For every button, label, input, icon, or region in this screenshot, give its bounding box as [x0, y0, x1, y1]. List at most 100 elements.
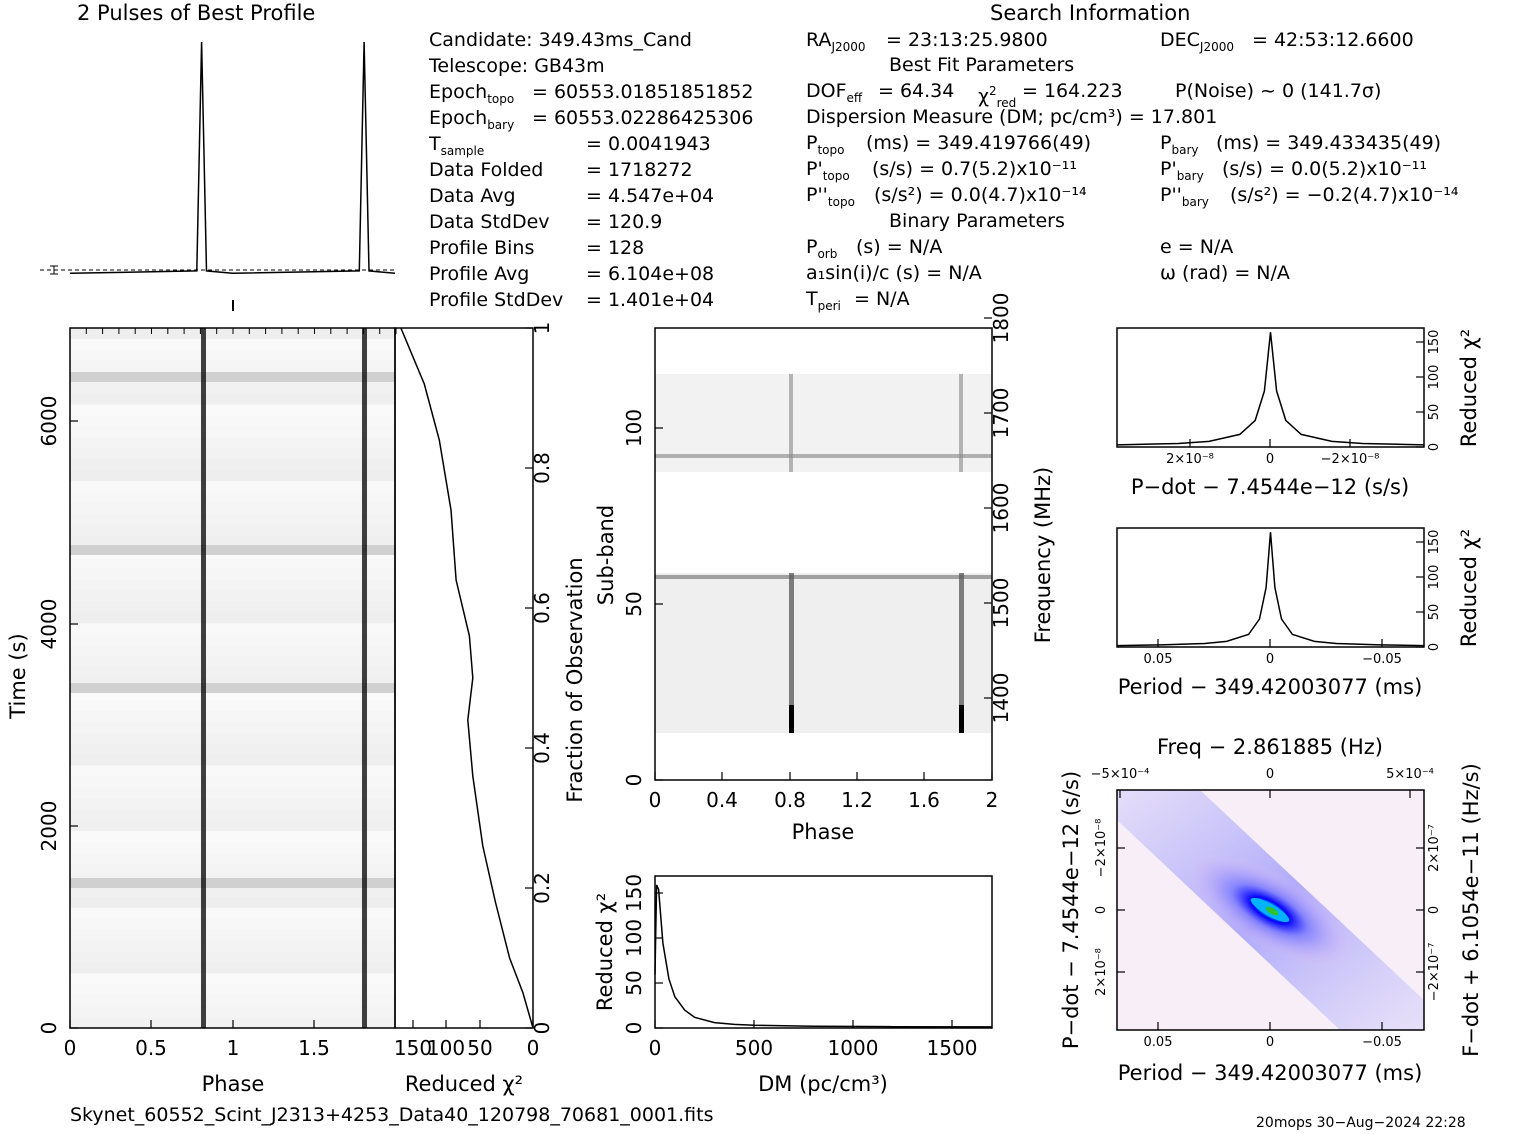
epoch-bary-value: = 60553.02286425306: [532, 107, 754, 129]
chi2-label: χ2red: [978, 84, 1017, 111]
time-phase-row: [70, 765, 395, 777]
tick-label: 4000: [37, 599, 61, 650]
tick-label: 1700: [989, 388, 1013, 439]
chi2-fraction-ylabel: Fraction of Observation: [563, 557, 587, 802]
time-phase-band: [70, 545, 395, 555]
time-phase-row: [70, 688, 395, 701]
a1sini-line: a₁sin(i)/c (s) = N/A: [806, 262, 982, 284]
ppdot-title: Freq − 2.861885 (Hz): [1157, 735, 1383, 759]
best-fit-title: Best Fit Parameters: [889, 54, 1075, 76]
time-phase-row: [70, 590, 395, 602]
period-frame: [1116, 527, 1425, 648]
tick-label: 0: [1427, 443, 1442, 451]
e-line: e = N/A: [1160, 236, 1234, 258]
data-folded-label: Data Folded: [429, 159, 544, 181]
pdot-xlabel: P−dot − 7.4544e−12 (s/s): [1131, 475, 1409, 499]
time-phase-row: [70, 338, 395, 351]
subband-pulse-1-upper: [789, 374, 793, 472]
tick-label: 1.6: [908, 788, 940, 812]
time-phase-heatmap: [70, 328, 395, 1029]
time-phase-pulse-1: [201, 328, 206, 1028]
time-phase-row: [70, 481, 395, 493]
profile-bins-value: = 128: [586, 237, 645, 259]
pdd-topo-value: (s/s²) = 0.0(4.7)x10⁻¹⁴: [874, 184, 1087, 206]
time-phase-row: [70, 743, 395, 755]
subband-y-ticks: 0 50 100: [622, 409, 663, 786]
subband-rfi-line-1: [655, 454, 992, 458]
pdot-x-ticks: 2×10⁻⁸ 0 −2×10⁻⁸: [1166, 439, 1379, 467]
time-phase-band: [70, 683, 395, 693]
t-peri-label: Tperi: [806, 288, 841, 313]
time-phase-xlabel: Phase: [202, 1072, 265, 1096]
tick-label: 100: [427, 1036, 465, 1060]
time-phase-row: [70, 470, 395, 482]
time-phase-row: [70, 623, 395, 635]
time-phase-row: [70, 634, 395, 646]
tick-label: 100: [1427, 565, 1442, 590]
search-info-title: Search Information: [990, 1, 1191, 25]
tick-label: 0.4: [706, 788, 738, 812]
chi2-fraction-line: [400, 327, 534, 1029]
time-phase-row: [70, 601, 395, 613]
tick-label: 0: [622, 774, 646, 787]
chi2-value: = 164.223: [1022, 80, 1123, 102]
tick-label: 500: [735, 1036, 773, 1060]
pd-bary-label: P'bary: [1160, 158, 1204, 183]
profile-stddev-value: = 1.401e+04: [586, 289, 715, 311]
time-phase-row: [70, 459, 395, 471]
time-phase-row: [70, 732, 395, 745]
time-phase-row: [70, 579, 395, 591]
dec-value: = 42:53:12.6600: [1252, 29, 1414, 51]
time-phase-row: [70, 513, 395, 526]
ppdot-plot: 0.05 0 −0.05 −5×10⁻⁴ 0 5×10⁻⁴ −2×10⁻⁸ 0 2×10⁻⁸…: [1091, 767, 1442, 1050]
tick-label: −2×10⁻⁸: [1321, 452, 1380, 467]
time-phase-row: [70, 831, 395, 843]
period-plot: 0.05 0 −0.05 0 50 100 150: [1116, 527, 1442, 667]
profile-avg-value: = 6.104e+08: [586, 263, 715, 285]
chi2-fraction-xlabel: Reduced χ²: [405, 1072, 523, 1096]
tick-label: −2×10⁻⁷: [1427, 943, 1442, 1002]
tick-label: 100: [622, 919, 646, 957]
tick-label: 0: [37, 1022, 61, 1035]
time-phase-row: [70, 437, 395, 449]
dm-xlabel: DM (pc/cm³): [758, 1072, 888, 1096]
tick-label: 0: [1266, 452, 1274, 467]
time-phase-row: [70, 382, 395, 395]
tick-label: 0: [622, 1022, 646, 1035]
tick-label: 2: [986, 788, 999, 812]
period-x-ticks: 0.05 0 −0.05: [1144, 639, 1402, 667]
period-ylabel: Reduced χ²: [1457, 529, 1481, 647]
tick-label: 0: [527, 1036, 540, 1060]
tick-label: 0: [1266, 767, 1274, 782]
time-phase-row: [70, 349, 395, 362]
p-orb-label: Porb: [806, 236, 838, 261]
tick-label: 50: [1427, 404, 1442, 421]
dof-value: = 64.34: [878, 80, 955, 102]
tick-label: −0.05: [1362, 652, 1402, 667]
p-bary-value: (ms) = 349.433435(49): [1216, 132, 1442, 154]
dm-y-ticks: 0 50 100 150: [622, 874, 663, 1034]
tick-label: 1800: [989, 293, 1013, 344]
time-phase-row: [70, 863, 395, 876]
time-phase-row: [70, 524, 395, 537]
pdd-bary-value: (s/s²) = −0.2(4.7)x10⁻¹⁴: [1230, 184, 1459, 206]
profile-title: 2 Pulses of Best Profile: [77, 1, 316, 25]
tick-label: 1: [530, 322, 554, 335]
tick-label: 1600: [989, 483, 1013, 534]
time-phase-row: [70, 951, 395, 963]
time-phase-row: [70, 853, 395, 865]
subband-lower-block: [655, 573, 992, 733]
pd-topo-value: (s/s) = 0.7(5.2)x10⁻¹¹: [872, 158, 1077, 180]
profile-line: [69, 41, 396, 275]
time-phase-pulse-2: [362, 328, 367, 1028]
tick-label: 1.2: [841, 788, 873, 812]
time-phase-row: [70, 568, 395, 580]
tick-label: 0.5: [135, 1036, 167, 1060]
data-avg-value: = 4.547e+04: [586, 185, 715, 207]
subband-pulse-2-upper: [959, 374, 963, 472]
tick-label: 0: [649, 1036, 662, 1060]
subband-freq-ticks: 1400 1500 1600 1700 1800: [984, 293, 1013, 723]
tick-label: 2000: [37, 801, 61, 852]
